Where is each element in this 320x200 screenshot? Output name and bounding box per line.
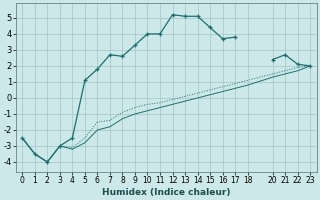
X-axis label: Humidex (Indice chaleur): Humidex (Indice chaleur) [102,188,230,197]
